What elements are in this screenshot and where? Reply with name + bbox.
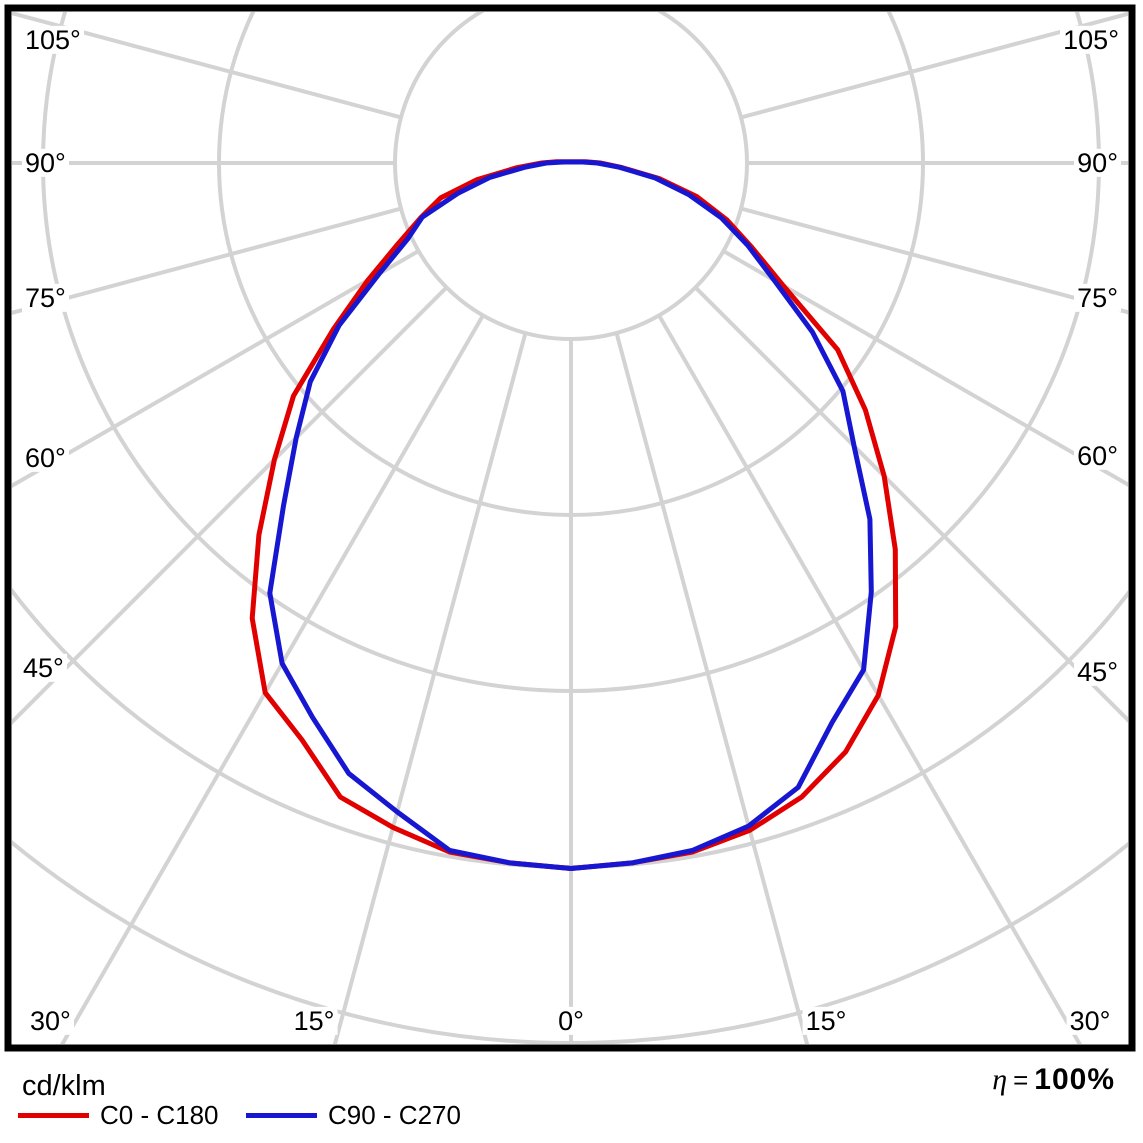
curves-layer: [249, 159, 899, 871]
grid-spoke: [657, 314, 1082, 1044]
grid-spoke: [12, 249, 420, 489]
angle-label-90deg: 90°: [1074, 148, 1121, 177]
grid-spoke: [740, 12, 1128, 120]
angle-label-75deg: 75°: [1074, 283, 1121, 312]
grid-spoke: [12, 206, 402, 315]
angle-label-30deg: 30°: [27, 1006, 74, 1035]
angle-label-15deg: 15°: [290, 1006, 338, 1035]
eta-symbol: η: [992, 1063, 1008, 1096]
grid-spoke: [722, 249, 1128, 487]
grid-spoke: [12, 286, 448, 725]
legend-item-c0-c180: C0 - C180: [18, 1100, 219, 1130]
grid-ring: [393, 12, 749, 341]
angle-label-105deg: 105°: [1060, 25, 1122, 54]
radial-unit-label: cd/klm: [22, 1070, 106, 1102]
angle-label-30deg: 30°: [1066, 1006, 1114, 1035]
angle-label-75deg: 75°: [22, 283, 69, 312]
c0-c180-line-swatch: [18, 1112, 89, 1118]
legend-label-c90-c270: C90 - C270: [328, 1100, 461, 1130]
legend-label-c0-c180: C0 - C180: [100, 1100, 219, 1130]
angle-label-105deg: 105°: [22, 25, 84, 54]
legend-item-c90-c270: C90 - C270: [246, 1100, 461, 1130]
angle-label-45deg: 45°: [1074, 657, 1121, 686]
angle-label-45deg: 45°: [20, 653, 67, 682]
angle-label-15deg: 15°: [802, 1006, 850, 1035]
curve-c90-c270: [267, 159, 874, 871]
plot-border: [4, 4, 1136, 1052]
angle-label-60deg: 60°: [22, 443, 69, 472]
angle-label-60deg: 60°: [1074, 441, 1121, 470]
eta-equals: =: [1013, 1065, 1029, 1095]
grid-spoke: [60, 314, 485, 1044]
light-output-ratio-label: η = 100%: [992, 1063, 1115, 1096]
eta-value: 100%: [1034, 1063, 1115, 1096]
angle-label-0deg: 0°: [555, 1006, 587, 1035]
grid-spoke: [332, 332, 528, 1044]
grid-spoke: [12, 12, 402, 120]
grid-spoke: [614, 332, 810, 1044]
grid-spoke: [740, 206, 1128, 315]
legend: C0 - C180 C90 - C270: [18, 1100, 1128, 1130]
c90-c270-line-swatch: [246, 1112, 317, 1118]
angle-label-90deg: 90°: [22, 148, 69, 177]
